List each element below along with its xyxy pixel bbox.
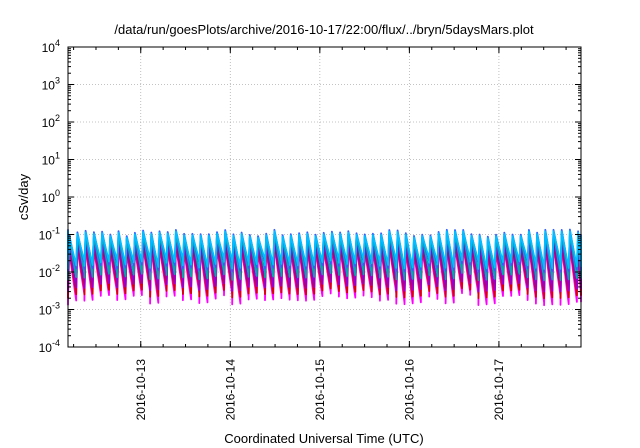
x-axis-label: Coordinated Universal Time (UTC): [224, 431, 423, 446]
y-tick-label: 101: [42, 151, 60, 168]
series-line-6: [67, 230, 582, 270]
y-axis: 10-4 10-3 10-2 10-1 100 101 102 103 104: [39, 38, 581, 355]
x-tick-label: 2016-10-17: [492, 359, 506, 421]
y-tick-label: 10-4: [39, 338, 60, 355]
x-tick-label: 2016-10-14: [223, 359, 237, 421]
y-tick-label: 103: [42, 76, 60, 93]
grid: [68, 47, 581, 347]
y-tick-label: 10-1: [39, 226, 60, 243]
chart-title: /data/run/goesPlots/archive/2016-10-17/2…: [114, 22, 534, 37]
y-tick-label: 100: [42, 188, 60, 205]
y-axis-label: cSv/day: [16, 173, 31, 220]
y-tick-label: 102: [42, 113, 60, 130]
y-tick-label: 10-3: [39, 301, 60, 318]
series-line-3: [67, 238, 582, 293]
x-tick-label: 2016-10-16: [402, 359, 416, 421]
x-axis: 2016-10-13 2016-10-14 2016-10-15 2016-10-16…: [73, 47, 567, 421]
y-tick-label: 104: [42, 38, 60, 55]
x-tick-label: 2016-10-15: [313, 359, 327, 421]
plot-frame: [67, 46, 582, 348]
y-tick-label: 10-2: [39, 263, 60, 280]
series-group: [67, 228, 582, 307]
x-tick-label: 2016-10-13: [134, 359, 148, 421]
